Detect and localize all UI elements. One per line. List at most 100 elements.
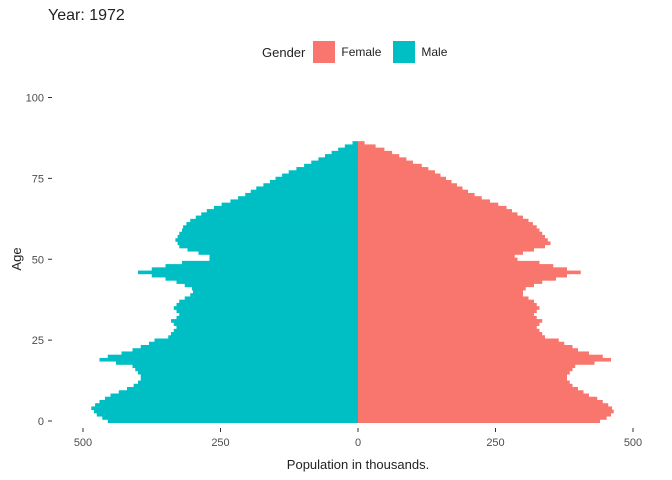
bar-female-age-49 xyxy=(358,260,540,265)
bar-male-age-69 xyxy=(238,196,358,200)
bar-female-age-79 xyxy=(358,163,422,168)
bar-female-age-72 xyxy=(358,186,463,191)
bar-male-age-77 xyxy=(288,170,358,174)
bar-male-age-14 xyxy=(140,374,358,378)
bar-female-age-70 xyxy=(358,192,475,197)
y-tick-label-100: 100 xyxy=(26,93,44,105)
bar-female-age-3 xyxy=(358,409,614,414)
bar-female-age-6 xyxy=(358,399,603,404)
bar-male-age-72 xyxy=(256,186,358,191)
bar-male-age-47 xyxy=(151,267,358,271)
bar-female-age-83 xyxy=(358,150,393,155)
bar-male-age-8 xyxy=(110,393,358,398)
bar-male-age-66 xyxy=(213,205,358,210)
bar-male-age-43 xyxy=(176,280,358,284)
bar-male-age-80 xyxy=(311,160,358,165)
bar-female-age-76 xyxy=(358,173,441,178)
bar-male-age-59 xyxy=(182,228,358,233)
bar-male-age-82 xyxy=(325,154,358,158)
bar-female-age-80 xyxy=(358,160,413,165)
legend-label-female: Female xyxy=(341,45,382,59)
bar-female-age-25 xyxy=(358,338,559,343)
legend-key-female xyxy=(313,41,336,63)
legend-title: Gender xyxy=(262,44,306,60)
bar-female-age-13 xyxy=(358,377,567,381)
bar-female-age-59 xyxy=(358,228,540,233)
bar-male-age-50 xyxy=(209,257,358,262)
y-axis-title: Age xyxy=(9,247,24,270)
legend-entry-female: Female xyxy=(313,41,381,63)
bar-male-age-62 xyxy=(190,218,358,223)
bar-male-age-35 xyxy=(173,306,358,310)
bar-male-age-74 xyxy=(270,179,358,184)
bar-male-age-84 xyxy=(338,147,358,152)
bar-male-age-58 xyxy=(179,231,358,236)
bar-male-age-79 xyxy=(304,163,358,168)
bar-female-age-56 xyxy=(358,238,548,242)
bar-female-age-8 xyxy=(358,393,589,398)
bar-male-age-38 xyxy=(184,296,358,301)
bar-female-age-65 xyxy=(358,209,512,213)
bar-female-age-40 xyxy=(358,289,523,294)
y-tick-label-0: 0 xyxy=(38,416,44,428)
bar-male-age-32 xyxy=(176,315,358,320)
bar-female-age-62 xyxy=(358,218,529,223)
bar-male-age-24 xyxy=(149,341,358,346)
bar-male-age-64 xyxy=(201,212,358,216)
bar-female-age-18 xyxy=(358,361,595,365)
bar-female-age-4 xyxy=(358,406,613,411)
bar-male-age-55 xyxy=(177,241,358,246)
bar-male-age-31 xyxy=(171,319,358,323)
bar-female-age-35 xyxy=(358,306,540,310)
legend-key-male xyxy=(393,41,416,63)
bar-male-age-23 xyxy=(140,344,358,349)
bar-female-age-81 xyxy=(358,157,407,161)
bar-female-age-16 xyxy=(358,367,573,372)
bar-male-age-12 xyxy=(138,380,358,385)
bar-female-age-15 xyxy=(358,370,570,375)
bar-male-age-53 xyxy=(187,247,358,252)
bar-male-age-68 xyxy=(230,199,358,204)
bar-male-age-41 xyxy=(191,286,358,291)
x-tick-label-3: 250 xyxy=(486,437,504,449)
bar-male-age-15 xyxy=(138,370,358,375)
bar-male-age-65 xyxy=(206,209,358,213)
bar-male-age-83 xyxy=(331,150,358,155)
x-tick-label-4: 500 xyxy=(624,437,642,449)
bar-female-age-30 xyxy=(358,322,540,326)
y-tick-label-25: 25 xyxy=(32,335,44,347)
bar-female-age-73 xyxy=(358,183,457,187)
bar-female-age-85 xyxy=(358,144,376,149)
bar-male-age-49 xyxy=(182,260,358,265)
y-tick-label-50: 50 xyxy=(32,254,44,266)
bar-female-age-45 xyxy=(358,273,567,278)
bar-female-age-10 xyxy=(358,387,578,391)
bar-male-age-30 xyxy=(173,322,358,326)
bar-male-age-75 xyxy=(275,176,358,181)
bar-male-age-71 xyxy=(250,189,358,194)
bar-female-age-11 xyxy=(358,383,573,388)
bar-female-age-51 xyxy=(358,254,515,259)
bar-female-age-50 xyxy=(358,257,518,262)
bar-female-age-86 xyxy=(358,141,365,145)
bar-male-age-73 xyxy=(263,183,358,187)
bar-female-age-0 xyxy=(358,419,600,424)
bar-male-age-44 xyxy=(165,277,358,281)
bar-female-age-47 xyxy=(358,267,567,271)
bar-male-age-52 xyxy=(198,251,358,255)
bar-male-age-57 xyxy=(177,234,358,239)
bar-male-age-16 xyxy=(135,367,358,372)
bar-female-age-75 xyxy=(358,176,446,181)
bar-male-age-85 xyxy=(344,144,358,149)
bar-female-age-71 xyxy=(358,189,468,194)
bar-male-age-29 xyxy=(176,325,358,330)
bar-female-age-29 xyxy=(358,325,537,330)
bar-female-age-27 xyxy=(358,332,543,336)
bar-female-age-78 xyxy=(358,167,429,171)
x-tick-label-0: 500 xyxy=(74,437,92,449)
bar-male-age-63 xyxy=(195,215,358,220)
bar-male-age-48 xyxy=(165,264,358,268)
bar-male-age-46 xyxy=(138,270,358,275)
bar-male-age-7 xyxy=(105,396,358,401)
